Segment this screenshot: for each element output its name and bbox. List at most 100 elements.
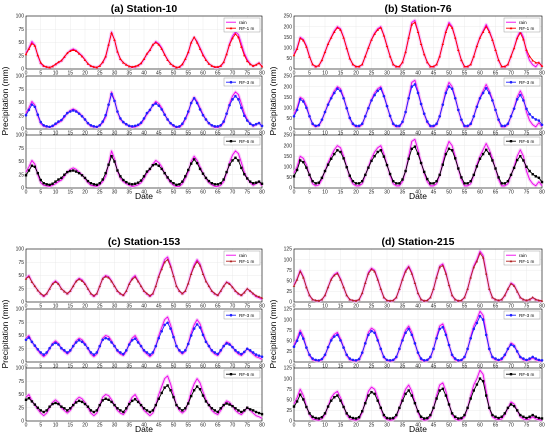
data-point xyxy=(407,389,410,392)
data-point xyxy=(419,415,423,418)
data-point xyxy=(213,125,217,128)
y-tick-label: 125 xyxy=(284,366,293,372)
data-point xyxy=(438,54,441,58)
x-tick-label: 55 xyxy=(462,304,468,310)
data-point xyxy=(207,344,211,348)
data-point xyxy=(373,270,376,273)
y-tick-label: 50 xyxy=(286,175,292,181)
x-tick-label: 75 xyxy=(244,364,250,370)
data-point xyxy=(63,407,66,410)
x-tick-label: 70 xyxy=(508,71,514,77)
data-point xyxy=(166,321,169,325)
x-tick-label: 70 xyxy=(508,423,514,429)
data-point xyxy=(515,350,519,353)
data-point xyxy=(136,341,140,344)
x-tick-label: 5 xyxy=(308,423,311,429)
data-point xyxy=(333,152,336,156)
data-point xyxy=(528,54,531,58)
y-tick-label: 0 xyxy=(21,127,24,133)
data-point xyxy=(51,402,54,406)
data-point xyxy=(354,299,358,302)
data-point xyxy=(71,344,75,348)
data-point xyxy=(404,110,407,114)
data-point xyxy=(345,293,348,297)
legend-label: RF-3 m xyxy=(519,80,534,85)
data-point xyxy=(311,122,314,125)
data-point xyxy=(447,403,451,406)
data-point xyxy=(133,124,137,128)
data-point xyxy=(231,345,234,349)
y-tick-label: 50 xyxy=(286,339,292,345)
y-tick-label: 200 xyxy=(284,84,293,90)
data-point xyxy=(528,169,531,173)
data-point xyxy=(317,64,321,67)
data-point xyxy=(127,282,131,286)
y-tick-label: 50 xyxy=(18,159,24,165)
x-axis-label: Date xyxy=(135,424,153,434)
data-point xyxy=(101,178,104,181)
data-point xyxy=(534,175,537,178)
data-point xyxy=(438,265,441,269)
x-tick-label: 35 xyxy=(400,423,406,429)
data-point xyxy=(110,92,113,96)
data-point xyxy=(86,62,90,65)
rain-line xyxy=(25,375,263,419)
data-point xyxy=(110,31,113,34)
x-tick-label: 50 xyxy=(446,423,452,429)
data-point xyxy=(466,182,469,185)
data-point xyxy=(213,292,217,295)
data-point xyxy=(515,36,519,40)
x-tick-label: 55 xyxy=(185,190,191,196)
data-point xyxy=(531,173,534,176)
data-point xyxy=(219,64,222,67)
data-point xyxy=(201,333,205,337)
data-point xyxy=(80,54,84,58)
data-point xyxy=(336,333,339,337)
data-point xyxy=(83,176,87,180)
data-point xyxy=(45,183,48,186)
data-point xyxy=(36,289,40,292)
x-tick-label: 15 xyxy=(338,364,344,370)
y-tick-label: 100 xyxy=(284,257,293,263)
y-tick-label: 25 xyxy=(286,349,292,355)
x-tick-label: 40 xyxy=(141,190,147,196)
data-point xyxy=(506,180,510,183)
legend: RF-3 m xyxy=(223,77,261,87)
data-point xyxy=(74,110,78,113)
data-point xyxy=(30,400,34,403)
data-point xyxy=(181,122,184,125)
x-tick-label: 65 xyxy=(493,364,499,370)
data-point xyxy=(357,415,361,419)
data-point xyxy=(472,265,476,269)
x-tick-label: 0 xyxy=(25,131,28,137)
data-point xyxy=(540,123,544,127)
data-point xyxy=(419,161,423,165)
x-tick-label: 50 xyxy=(171,364,177,370)
data-point xyxy=(163,386,166,389)
data-point xyxy=(248,289,252,292)
data-point xyxy=(36,171,39,175)
data-point xyxy=(246,177,249,180)
data-point xyxy=(237,409,240,412)
data-point xyxy=(364,173,367,177)
data-point xyxy=(376,150,379,154)
panel-frame xyxy=(293,75,543,130)
data-point xyxy=(469,397,472,400)
x-tick-label: 50 xyxy=(171,423,177,429)
data-point xyxy=(537,61,541,64)
data-point xyxy=(298,98,302,101)
data-point xyxy=(237,98,240,101)
x-tick-label: 5 xyxy=(308,71,311,77)
x-tick-label: 30 xyxy=(112,131,118,137)
data-point xyxy=(426,60,429,64)
x-tick-label: 80 xyxy=(539,304,545,310)
data-point xyxy=(469,122,473,125)
x-tick-label: 25 xyxy=(369,364,375,370)
data-point xyxy=(27,336,31,339)
data-point xyxy=(189,41,193,44)
x-tick-label: 80 xyxy=(539,71,545,77)
data-point xyxy=(163,113,166,116)
data-point xyxy=(503,353,507,357)
x-tick-label: 0 xyxy=(293,71,296,77)
